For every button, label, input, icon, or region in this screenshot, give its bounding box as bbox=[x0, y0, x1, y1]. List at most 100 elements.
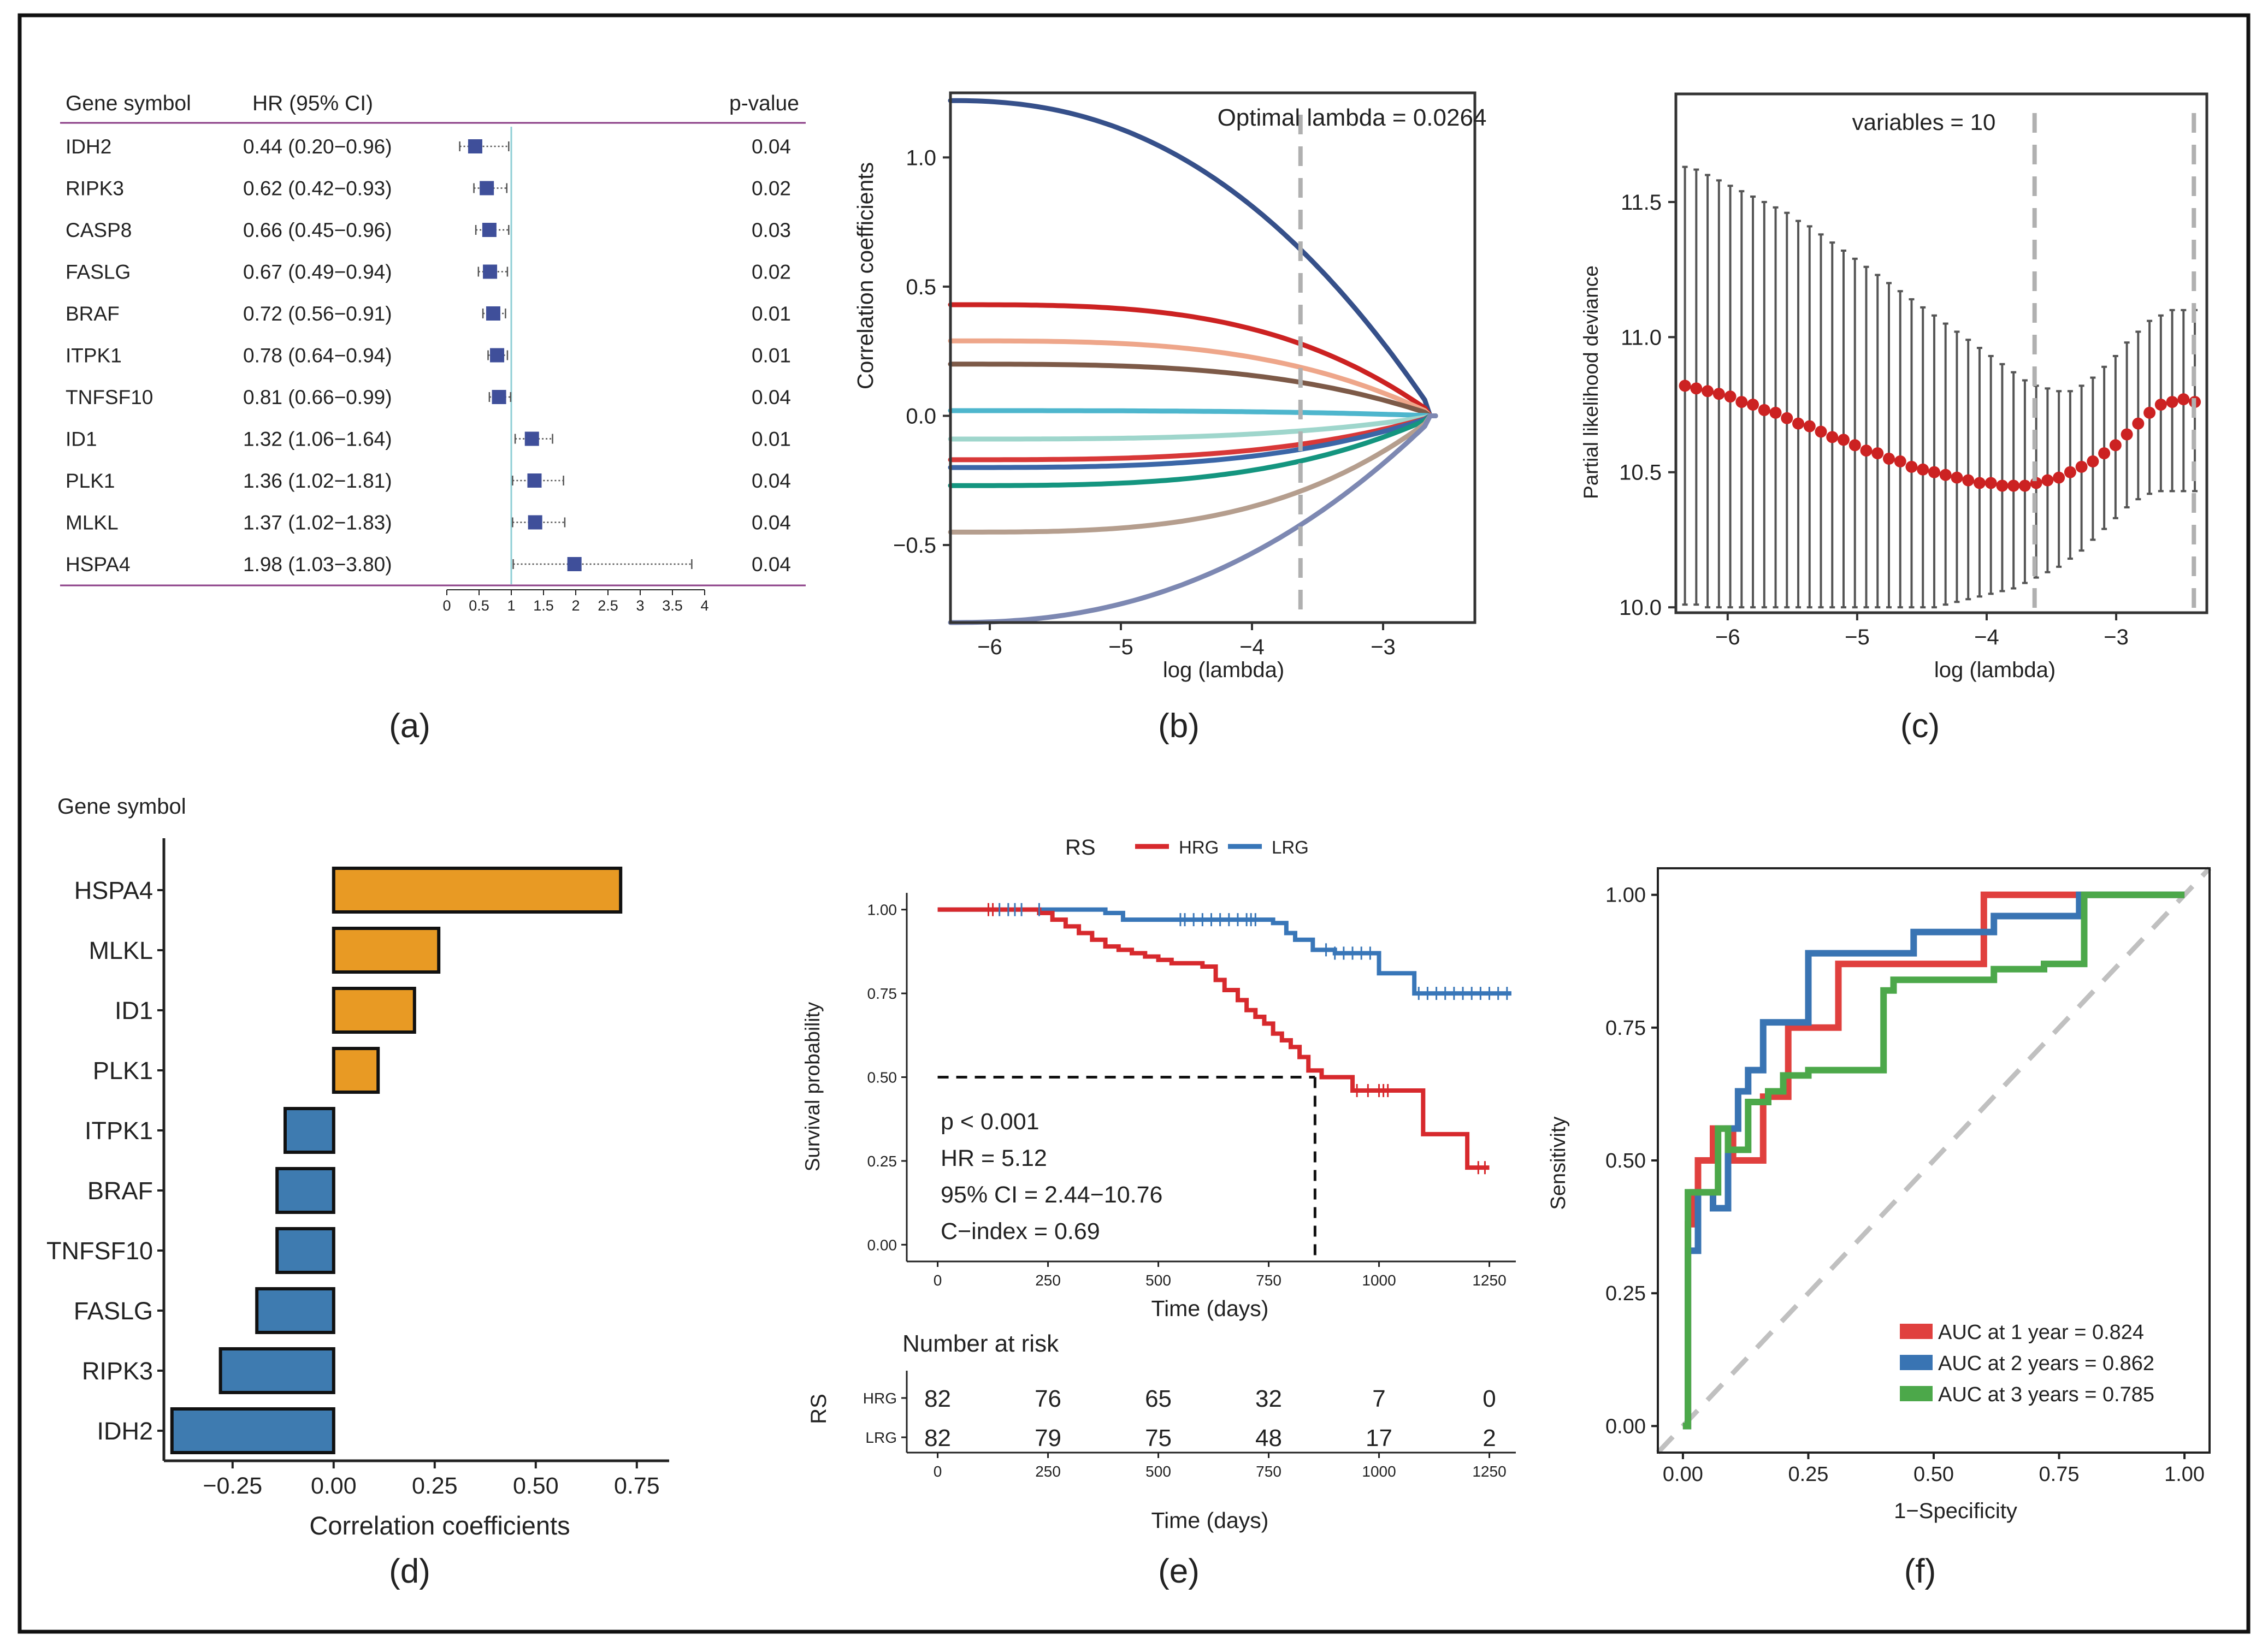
cv-mean-point bbox=[2041, 474, 2054, 487]
forest-axis: 0 0.5 1 1.5 2 2.5 3 3.5 4 bbox=[442, 589, 709, 614]
cv-mean-point bbox=[1803, 420, 1816, 433]
roc-curve-3 bbox=[1682, 891, 2185, 1430]
lasso-path-series-9 bbox=[948, 413, 1438, 535]
forest-hr-label: 1.36 (1.02−1.81) bbox=[243, 470, 392, 492]
forest-p-label: 0.04 bbox=[752, 470, 791, 492]
risk-count: 32 bbox=[1255, 1385, 1282, 1412]
cv-mean-point bbox=[1951, 471, 1963, 484]
bar-id1 bbox=[332, 987, 416, 1034]
roc-y-tick-label: 0.25 bbox=[1605, 1282, 1646, 1305]
lasso-path-series-4 bbox=[948, 408, 1438, 418]
cv-mean-point bbox=[1724, 390, 1737, 403]
bar-x-tick-label: 0.00 bbox=[311, 1473, 357, 1499]
km-x-tick-label: 0 bbox=[934, 1272, 942, 1289]
risk-count: 7 bbox=[1372, 1385, 1385, 1412]
panel-label-d: (d) bbox=[389, 1553, 430, 1590]
risk-count: 75 bbox=[1145, 1425, 1172, 1452]
forest-point bbox=[528, 515, 542, 530]
lasso-path-series-2 bbox=[948, 338, 1438, 418]
forest-x-tick-label: 3 bbox=[636, 597, 644, 614]
km-plot: 0.00 0.25 0.50 0.75 1.00 0 250 500 750 1000 1250 bbox=[867, 893, 1516, 1289]
cv-mean-point bbox=[1860, 445, 1873, 457]
km-ylabel: Survival probability bbox=[801, 1002, 824, 1171]
risk-count: 48 bbox=[1255, 1425, 1282, 1452]
risk-x-tick-label: 250 bbox=[1035, 1463, 1061, 1480]
bar-ripk3 bbox=[218, 1347, 335, 1394]
forest-hr-label: 1.37 (1.02−1.83) bbox=[243, 512, 392, 534]
lasso-path-series-8 bbox=[948, 413, 1438, 488]
bar-braf bbox=[275, 1167, 335, 1214]
km-y-tick-label: 0.50 bbox=[867, 1069, 897, 1086]
forest-header-p: p-value bbox=[729, 92, 799, 115]
forest-point bbox=[480, 181, 494, 195]
km-annotation-hr: HR = 5.12 bbox=[941, 1145, 1047, 1171]
bar-title: Gene symbol bbox=[57, 795, 186, 819]
cv-x-tick-label: −4 bbox=[1974, 625, 1999, 649]
roc-legend-swatch bbox=[1900, 1324, 1933, 1339]
lasso-y-tick-label: 0.5 bbox=[906, 275, 936, 299]
forest-hr-label: 1.98 (1.03−3.80) bbox=[243, 553, 392, 576]
forest-hr-label: 0.67 (0.49−0.94) bbox=[243, 261, 392, 283]
bar-category-label: PLK1 bbox=[93, 1057, 153, 1085]
bar-mlkl bbox=[332, 927, 441, 974]
bar-category-label: TNFSF10 bbox=[46, 1237, 153, 1265]
risk-table: HRG 82 76 65 32 7 0 LRG 82 79 75 48 17 2 0 250 500 750 100… bbox=[863, 1371, 1516, 1480]
lasso-x-tick-label: −5 bbox=[1108, 635, 1133, 659]
cv-mean-point bbox=[2018, 479, 2031, 492]
roc-xlabel: 1−Specificity bbox=[1894, 1499, 2017, 1523]
risk-count: 2 bbox=[1483, 1425, 1496, 1452]
panel-e-kaplan-meier: RS HRG LRG 0.000.250.500.751.000 250 500 75… bbox=[801, 836, 1516, 1590]
cv-mean-point bbox=[2087, 455, 2099, 467]
lasso-path-series-1 bbox=[948, 302, 1438, 418]
forest-p-label: 0.02 bbox=[752, 177, 791, 200]
lasso-x-tick-label: −3 bbox=[1371, 635, 1396, 659]
cv-mean-point bbox=[1939, 469, 1952, 481]
roc-x-tick-label: 0.00 bbox=[1663, 1463, 1703, 1486]
forest-x-tick-label: 0 bbox=[442, 597, 451, 614]
forest-point bbox=[490, 348, 505, 363]
bar-category-label: MLKL bbox=[88, 937, 153, 964]
km-legend-title: RS bbox=[1065, 836, 1096, 860]
cv-mean-point bbox=[2053, 471, 2065, 484]
roc-y-tick-label: 1.00 bbox=[1605, 884, 1646, 907]
cv-plot-border bbox=[1674, 92, 2208, 614]
cv-x-tick-label: −5 bbox=[1845, 625, 1870, 649]
forest-rows: IDH2 0.44 (0.20−0.96) 0.04 RIPK3 0.62 (0.42−… bbox=[60, 122, 806, 586]
cv-mean-point bbox=[1848, 439, 1861, 452]
cv-mean-point bbox=[1871, 447, 1884, 460]
forest-point bbox=[468, 139, 482, 153]
bar-category-label: IDH2 bbox=[97, 1417, 153, 1445]
km-y-tick-label: 1.00 bbox=[867, 902, 897, 919]
forest-p-label: 0.04 bbox=[752, 135, 791, 158]
cv-mean-point bbox=[1735, 396, 1748, 408]
cv-mean-point bbox=[1690, 382, 1703, 395]
bar-plk1 bbox=[332, 1047, 380, 1094]
lasso-path-plot: −6 −5 −4 −3 −0.5 0.0 0.5 1.0 bbox=[893, 91, 1476, 659]
km-x-tick-label: 1000 bbox=[1362, 1272, 1396, 1289]
lasso-y-tick-label: −0.5 bbox=[893, 534, 936, 558]
cv-mean-point bbox=[1712, 388, 1725, 400]
km-legend-hrg-label: HRG bbox=[1179, 837, 1219, 857]
km-x-tick-label: 750 bbox=[1256, 1272, 1281, 1289]
bar-itpk1 bbox=[284, 1107, 335, 1154]
bar-category-label: BRAF bbox=[87, 1177, 153, 1205]
cv-mean-point bbox=[1984, 477, 1997, 489]
risk-row-label: LRG bbox=[865, 1429, 897, 1446]
risk-table-xlabel: Time (days) bbox=[1151, 1508, 1269, 1533]
panel-label-b: (b) bbox=[1158, 707, 1200, 745]
panel-label-f: (f) bbox=[1904, 1553, 1936, 1590]
roc-legend-label: AUC at 1 year = 0.824 bbox=[1938, 1321, 2144, 1344]
cv-mean-point bbox=[2121, 428, 2133, 441]
forest-hr-label: 0.66 (0.45−0.96) bbox=[243, 219, 392, 241]
forest-point bbox=[492, 390, 506, 404]
km-curve-lrg bbox=[937, 907, 1511, 996]
cv-mean-point bbox=[2075, 460, 2088, 473]
forest-point bbox=[527, 473, 542, 488]
forest-gene-label: BRAF bbox=[66, 303, 120, 325]
lasso-path-series-7 bbox=[948, 413, 1438, 470]
panel-label-a: (a) bbox=[389, 707, 430, 745]
risk-count: 76 bbox=[1035, 1385, 1061, 1412]
cv-mean-point bbox=[1928, 466, 1940, 478]
cv-mean-point bbox=[1781, 412, 1793, 424]
forest-p-label: 0.04 bbox=[752, 386, 791, 408]
